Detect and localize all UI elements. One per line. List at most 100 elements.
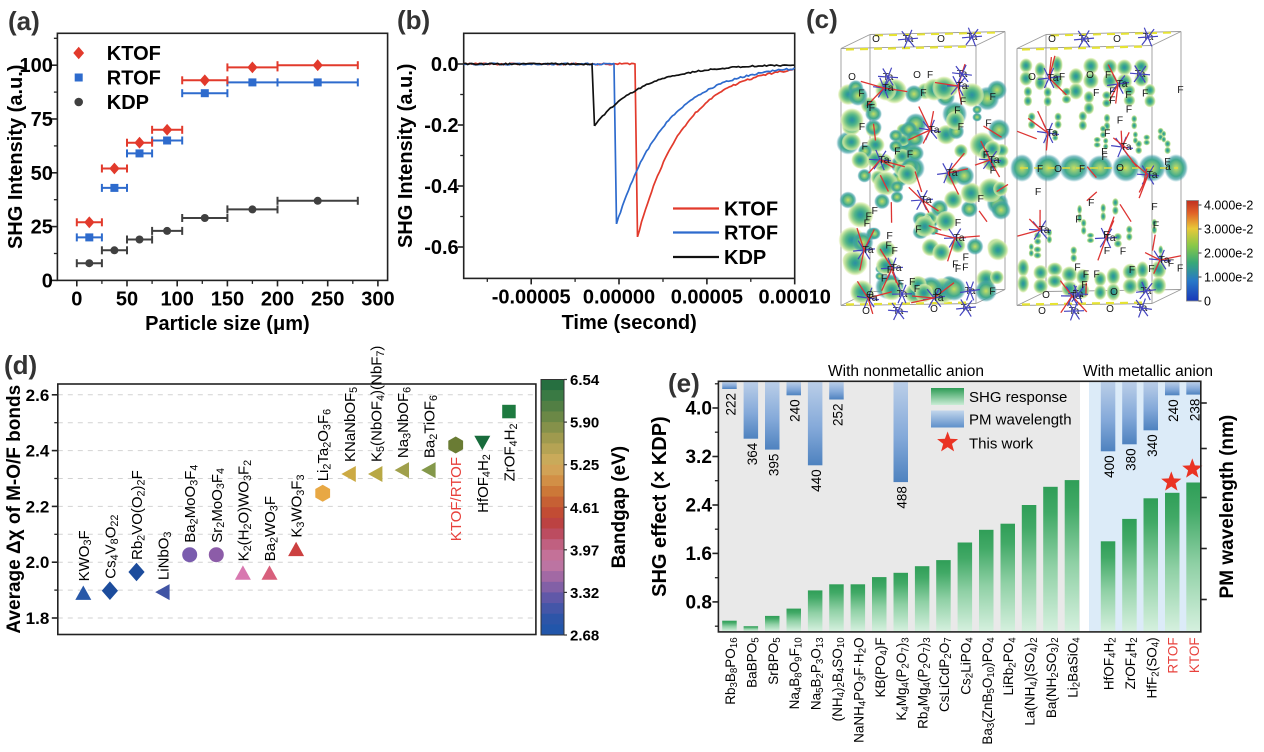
svg-text:Ba2MoO3F4: Ba2MoO3F4 [182,465,200,543]
svg-text:KTOF: KTOF [1187,637,1202,673]
svg-text:Ta: Ta [1046,127,1057,139]
svg-text:440: 440 [809,469,824,492]
svg-text:F: F [865,211,871,223]
svg-text:F: F [1037,164,1043,175]
svg-text:Ta: Ta [1120,141,1131,153]
svg-text:364: 364 [745,442,760,465]
svg-text:Ta: Ta [1038,224,1049,236]
svg-text:Ta: Ta [878,154,889,166]
svg-text:O: O [1042,290,1050,301]
svg-text:Ta: Ta [953,232,964,244]
svg-text:Ba2WO3F: Ba2WO3F [262,496,280,561]
svg-text:F: F [985,117,991,129]
svg-text:250: 250 [311,288,344,310]
svg-text:50: 50 [116,288,138,310]
svg-text:F: F [962,262,968,274]
svg-text:NaNH4PO3F·H2O: NaNH4PO3F·H2O [851,637,868,742]
svg-text:F: F [962,251,968,263]
svg-text:400: 400 [1102,455,1117,478]
svg-text:5.25: 5.25 [570,457,599,474]
svg-text:ZrOF4H2: ZrOF4H2 [1123,637,1140,689]
svg-text:300: 300 [361,288,394,310]
svg-text:Li2Ta2O3F6: Li2Ta2O3F6 [315,409,333,481]
svg-text:-0.6: -0.6 [424,237,458,259]
svg-text:SHG Intensity (a.u.): SHG Intensity (a.u.) [5,65,27,249]
svg-text:F: F [990,165,996,177]
svg-text:Cs4V8O22: Cs4V8O22 [102,515,120,579]
svg-text:F: F [1105,70,1111,81]
svg-text:F: F [1126,103,1132,115]
svg-text:2.2: 2.2 [26,497,50,516]
svg-text:SHG effect (× KDP): SHG effect (× KDP) [649,416,671,597]
svg-text:Ta: Ta [928,124,939,136]
svg-text:(d): (d) [4,350,37,380]
svg-text:F: F [920,87,926,99]
svg-text:1.000e-2: 1.000e-2 [1204,271,1253,285]
svg-text:F: F [1083,269,1089,281]
svg-text:(e): (e) [668,368,700,398]
svg-text:Li2BaSiO4: Li2BaSiO4 [1065,637,1082,698]
svg-text:2.000e-2: 2.000e-2 [1204,247,1253,261]
svg-text:O: O [930,304,938,315]
svg-text:F: F [1103,229,1109,241]
svg-text:F: F [1079,164,1085,175]
svg-text:F: F [1125,89,1131,101]
svg-text:O: O [1086,70,1094,81]
svg-text:F: F [1101,146,1107,158]
svg-text:F: F [1164,156,1170,168]
svg-text:F: F [1104,128,1110,140]
svg-text:F: F [1075,213,1081,225]
svg-text:395: 395 [766,454,781,477]
svg-text:200: 200 [261,288,294,310]
svg-text:340: 340 [1145,434,1160,457]
svg-text:F: F [952,259,958,271]
svg-text:3.32: 3.32 [570,585,599,602]
svg-text:F: F [1168,257,1174,269]
svg-text:F: F [958,121,964,133]
svg-text:O: O [1048,34,1056,45]
svg-text:-0.4: -0.4 [424,176,459,198]
svg-text:(a): (a) [8,6,40,36]
svg-text:CsLiCdP2O7: CsLiCdP2O7 [937,637,954,712]
svg-text:F: F [1101,151,1107,163]
svg-text:2.4: 2.4 [685,496,712,517]
svg-text:O: O [913,70,921,81]
svg-text:RTOF: RTOF [724,223,778,245]
svg-text:F: F [894,146,900,158]
svg-text:-0.2: -0.2 [424,115,458,137]
svg-text:F: F [858,88,864,100]
svg-text:F: F [1104,245,1110,257]
svg-text:(b): (b) [397,5,430,35]
svg-text:Rb4Mg4(P2O7)3: Rb4Mg4(P2O7)3 [916,637,933,729]
svg-text:0: 0 [1204,295,1211,309]
svg-text:Rb2VO(O2)2F: Rb2VO(O2)2F [129,470,147,560]
svg-text:F: F [909,276,915,288]
svg-text:With metallic anion: With metallic anion [1083,363,1213,380]
svg-text:KTOF/RTOF: KTOF/RTOF [448,457,465,541]
svg-text:238: 238 [1188,399,1203,422]
svg-text:O: O [934,287,942,298]
svg-text:K4Mg4(P2O7)3: K4Mg4(P2O7)3 [894,637,911,720]
svg-text:F: F [954,105,960,117]
svg-text:F: F [1177,84,1183,96]
svg-text:Ta: Ta [946,167,957,179]
svg-text:F: F [983,149,989,161]
svg-text:O: O [1110,287,1118,298]
svg-text:KNaNbOF5: KNaNbOF5 [342,387,360,462]
svg-text:F: F [1059,72,1065,83]
svg-text:K2(H2O)WO3F2: K2(H2O)WO3F2 [235,460,253,562]
svg-text:Rb3B8PO16: Rb3B8PO16 [723,637,740,704]
svg-text:(c): (c) [806,4,838,34]
svg-text:2.4: 2.4 [26,442,50,461]
svg-text:F: F [885,240,891,252]
svg-text:RTOF: RTOF [107,68,161,90]
svg-text:5.90: 5.90 [570,415,599,432]
svg-text:RTOF: RTOF [1166,637,1181,673]
svg-text:Ba(NH2SO3)2: Ba(NH2SO3)2 [1044,637,1061,718]
svg-text:O: O [1028,72,1036,83]
svg-text:O: O [1054,164,1062,175]
svg-text:F: F [914,283,920,295]
svg-text:O: O [937,34,945,45]
svg-text:HfF2(SO4): HfF2(SO4) [1144,637,1161,698]
svg-text:F: F [1153,220,1159,232]
